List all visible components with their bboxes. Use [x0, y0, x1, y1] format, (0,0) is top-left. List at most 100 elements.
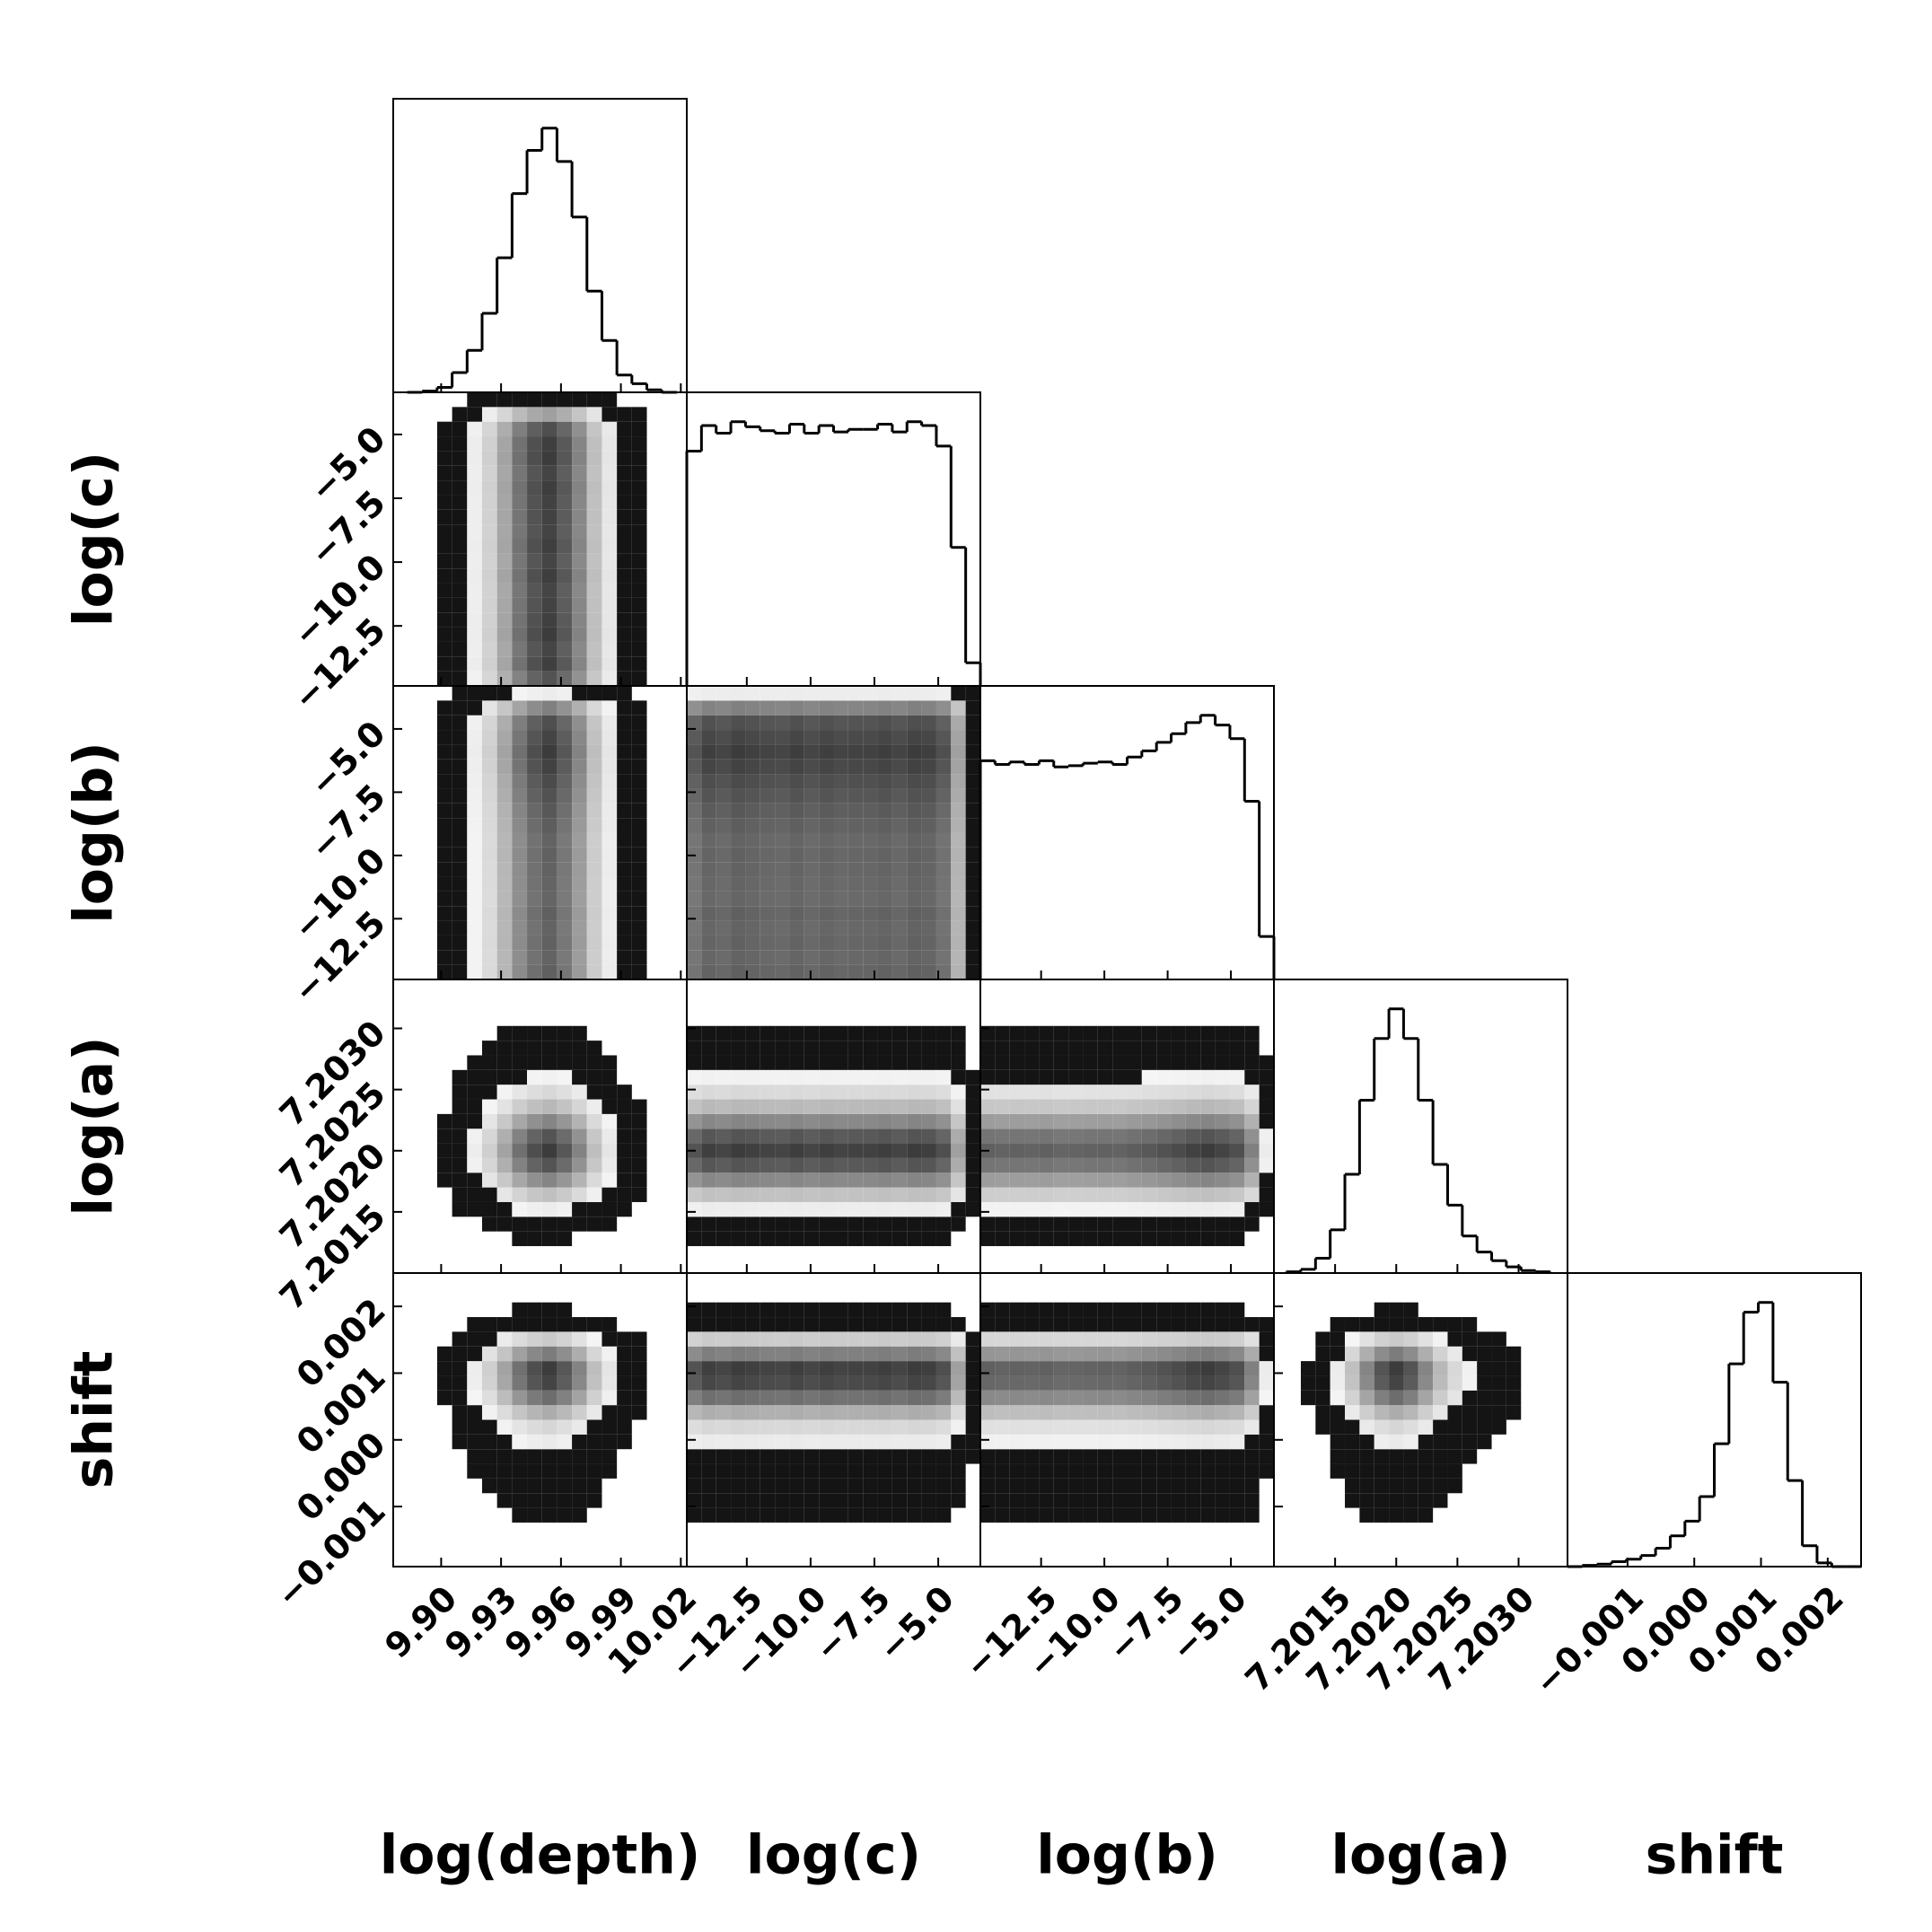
- density-cell: [907, 1449, 922, 1464]
- density-cell: [1141, 1099, 1157, 1114]
- density-cell: [1039, 1449, 1054, 1464]
- density-cell: [1433, 1478, 1448, 1494]
- density-cell: [436, 759, 452, 775]
- density-cell: [891, 715, 908, 731]
- density-cell: [891, 1405, 908, 1420]
- density-cell: [1156, 1493, 1172, 1508]
- density-cell: [731, 818, 746, 833]
- density-cell: [716, 1507, 732, 1523]
- density-cell: [877, 1419, 892, 1435]
- density-cell: [891, 1128, 908, 1144]
- density-cell: [541, 1302, 558, 1318]
- density-cell: [512, 1041, 528, 1056]
- density-cell: [775, 906, 790, 921]
- density-cell: [819, 1419, 834, 1435]
- density-cell: [847, 832, 864, 847]
- density-cell: [965, 1419, 980, 1435]
- density-cell: [586, 862, 602, 877]
- density-cell: [1068, 1449, 1084, 1464]
- density-cell: [965, 920, 980, 935]
- density-cell: [617, 524, 632, 540]
- density-cell: [701, 1331, 716, 1347]
- density-cell: [819, 862, 834, 877]
- panel: [392, 1272, 688, 1568]
- density-cell: [541, 524, 558, 540]
- density-cell: [775, 788, 790, 804]
- density-cell: [833, 1331, 848, 1347]
- density-cell: [512, 1478, 528, 1494]
- density-cell: [1127, 1317, 1142, 1332]
- density-cell: [586, 891, 602, 907]
- density-cell: [496, 1346, 513, 1362]
- density-cell: [819, 1216, 834, 1232]
- density-cell: [687, 906, 702, 921]
- density-cell: [701, 759, 716, 775]
- density-cell: [1083, 1055, 1098, 1070]
- density-cell: [1039, 1231, 1054, 1247]
- density-cell: [572, 920, 587, 935]
- density-cell: [481, 950, 497, 965]
- density-cell: [687, 1099, 702, 1114]
- density-cell: [481, 509, 497, 525]
- x-axis-label: shift: [1646, 1824, 1784, 1887]
- density-cell: [527, 803, 542, 819]
- density-cell: [586, 1172, 602, 1188]
- density-cell: [745, 1375, 760, 1391]
- density-cell: [1024, 1449, 1040, 1464]
- density-cell: [980, 1187, 996, 1202]
- density-cell: [1083, 1478, 1098, 1494]
- density-cell: [1141, 1419, 1157, 1435]
- density-cell: [602, 700, 618, 716]
- density-cell: [1200, 1069, 1216, 1085]
- density-cell: [512, 1507, 528, 1523]
- density-cell: [775, 1172, 790, 1188]
- density-cell: [731, 1346, 746, 1362]
- density-cell: [1156, 1302, 1172, 1318]
- density-cell: [452, 1099, 468, 1114]
- density-cell: [731, 1143, 746, 1158]
- density-cell: [1039, 1434, 1054, 1450]
- density-cell: [921, 1434, 936, 1450]
- density-cell: [1024, 1317, 1040, 1332]
- density-cell: [541, 891, 558, 907]
- density-cell: [907, 964, 922, 979]
- density-cell: [1506, 1375, 1522, 1391]
- density-cell: [631, 832, 647, 847]
- density-cell: [1259, 1157, 1274, 1173]
- density-cell: [481, 1041, 497, 1056]
- density-cell: [1039, 1346, 1054, 1362]
- density-cell: [436, 730, 452, 745]
- density-cell: [1024, 1041, 1040, 1056]
- density-cell: [833, 1346, 848, 1362]
- density-cell: [527, 1346, 542, 1362]
- density-cell: [1112, 1419, 1128, 1435]
- density-cell: [1185, 1041, 1201, 1056]
- density-cell: [1330, 1375, 1346, 1391]
- density-cell: [833, 1507, 848, 1523]
- density-cell: [995, 1478, 1010, 1494]
- density-cell: [452, 539, 468, 554]
- density-cell: [1009, 1507, 1025, 1523]
- density-cell: [512, 1405, 528, 1420]
- density-cell: [921, 686, 936, 701]
- density-cell: [1009, 1187, 1025, 1202]
- density-cell: [557, 950, 573, 965]
- density-cell: [965, 686, 980, 701]
- density-cell: [965, 788, 980, 804]
- density-cell: [716, 1041, 732, 1056]
- density-cell: [1215, 1478, 1230, 1494]
- density-cell: [1171, 1478, 1186, 1494]
- density-cell: [775, 1187, 790, 1202]
- density-cell: [965, 1085, 980, 1100]
- density-cell: [701, 1085, 716, 1100]
- density-cell: [541, 641, 558, 657]
- density-cell: [1127, 1463, 1142, 1479]
- density-cell: [617, 656, 632, 672]
- density-cell: [1462, 1390, 1478, 1406]
- density-cell: [1215, 1449, 1230, 1464]
- density-cell: [467, 597, 482, 613]
- density-cell: [1389, 1405, 1404, 1420]
- density-cell: [572, 1375, 587, 1391]
- density-cell: [512, 1419, 528, 1435]
- density-cell: [586, 1331, 602, 1347]
